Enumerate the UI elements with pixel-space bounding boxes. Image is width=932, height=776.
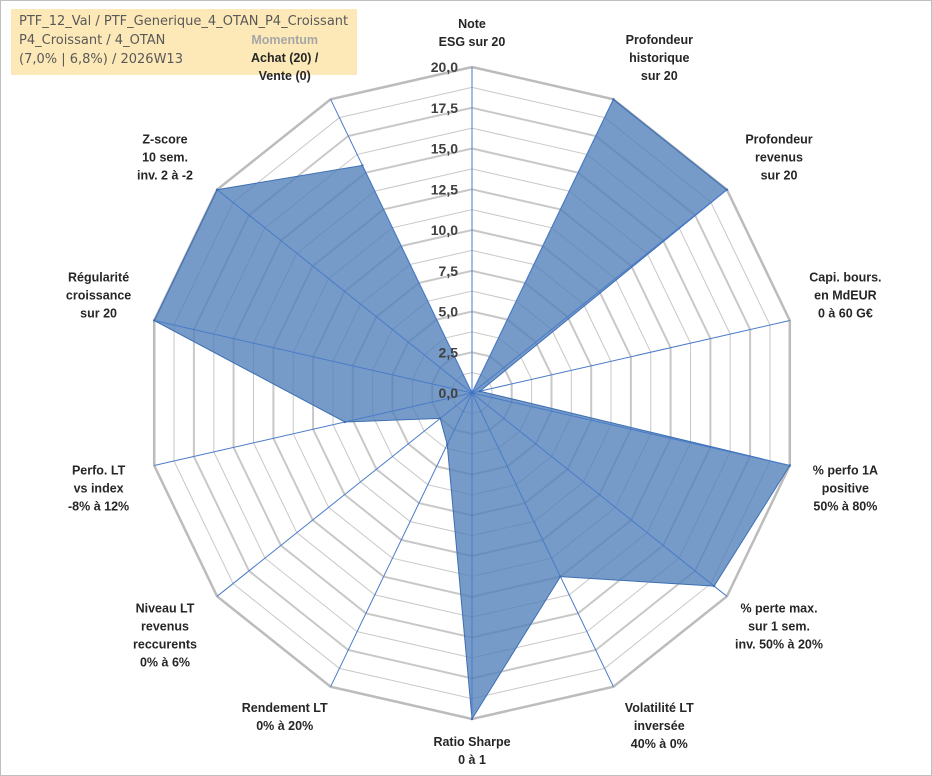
axis-label: Capi. bours. en MdEUR 0 à 60 G€ bbox=[809, 271, 881, 321]
axis-label-line: positive bbox=[822, 482, 869, 496]
axis-label-line: Profondeur bbox=[626, 33, 693, 47]
axis-label-line: reccurents bbox=[133, 638, 197, 652]
tick-label: 2,5 bbox=[439, 344, 459, 360]
axis-label-line: 0% à 6% bbox=[140, 656, 190, 670]
axis-label: Momentum Achat (20) / Vente (0) bbox=[251, 33, 319, 83]
data-point bbox=[612, 98, 615, 101]
axis-label: Volatilité LT inversée 40% à 0% bbox=[625, 701, 694, 751]
data-point bbox=[343, 420, 347, 424]
axis-spoke bbox=[471, 392, 728, 597]
axis-label-line: sur 20 bbox=[80, 307, 117, 321]
data-point bbox=[470, 391, 474, 395]
data-point bbox=[470, 717, 474, 721]
axis-label-line: Z-score bbox=[142, 133, 187, 147]
axis-spoke bbox=[471, 99, 614, 394]
axis-spoke bbox=[216, 392, 473, 597]
portfolio-name: PTF_12_Val / PTF_Generique_4_OTAN_P4_Cro… bbox=[19, 14, 349, 29]
axis-label: Profondeur revenus sur 20 bbox=[745, 133, 812, 183]
axis-label-line: 40% à 0% bbox=[631, 737, 688, 751]
portfolio-profile: P4_Croissant / 4_OTAN bbox=[19, 33, 166, 48]
axis-spoke bbox=[471, 392, 614, 687]
axis-label-line: % perte max. bbox=[740, 602, 817, 616]
tick-label: 5,0 bbox=[439, 304, 459, 320]
axis-label-line: revenus bbox=[755, 151, 803, 165]
axis-label-line: historique bbox=[629, 51, 689, 65]
portfolio-info-box: PTF_12_Val / PTF_Generique_4_OTAN_P4_Cro… bbox=[11, 9, 357, 75]
data-point bbox=[478, 390, 482, 393]
axis-label-line: Profondeur bbox=[745, 133, 812, 147]
axis-label-line: revenus bbox=[141, 620, 189, 634]
axis-label: Ratio Sharpe 0 à 1 bbox=[433, 735, 510, 767]
axis-label-line: Rendement LT bbox=[242, 701, 328, 715]
axis-spoke bbox=[330, 99, 473, 394]
data-point bbox=[153, 319, 156, 322]
axis-spoke bbox=[471, 392, 790, 466]
axis-label-line: 50% à 80% bbox=[813, 500, 877, 514]
data-point bbox=[438, 417, 442, 420]
portfolio-performance-week: (7,0% | 6,8%) / 2026W13 bbox=[19, 52, 183, 67]
axis-label-line: % perfo 1A bbox=[813, 464, 878, 478]
tick-label: 20,0 bbox=[431, 59, 458, 75]
tick-label: 10,0 bbox=[431, 222, 458, 238]
tick-label: 0,0 bbox=[439, 385, 459, 401]
axis-label-line: -8% à 12% bbox=[68, 500, 129, 514]
axis-label: % perfo 1A positive 50% à 80% bbox=[813, 464, 878, 514]
axis-label-line: croissance bbox=[66, 289, 131, 303]
axis-label-line: 0 à 1 bbox=[458, 753, 486, 767]
axis-label-line: Capi. bours. bbox=[809, 271, 881, 285]
data-point bbox=[788, 464, 791, 467]
axis-spoke bbox=[154, 392, 473, 466]
axis-label: Perfo. LT vs index -8% à 12% bbox=[68, 464, 129, 514]
axis-label-line: 0% à 20% bbox=[256, 719, 313, 733]
axis-label: Régularité croissance sur 20 bbox=[66, 271, 131, 321]
axis-label: Rendement LT 0% à 20% bbox=[242, 701, 328, 733]
axis-spoke bbox=[471, 320, 790, 394]
tick-label: 17,5 bbox=[431, 100, 458, 116]
axis-label-line: Vente (0) bbox=[259, 69, 311, 83]
axis-label-line: Momentum bbox=[251, 33, 318, 47]
axis-spoke bbox=[471, 189, 728, 394]
data-point bbox=[712, 584, 716, 588]
axis-label-line: inversée bbox=[634, 719, 685, 733]
axis-label-line: inv. 50% à 20% bbox=[735, 638, 823, 652]
axis-label-line: Régularité bbox=[68, 271, 129, 285]
axis-label-line: Ratio Sharpe bbox=[433, 735, 510, 749]
axis-label-line: inv. 2 à -2 bbox=[137, 169, 193, 183]
axis-label-line: Note bbox=[458, 17, 486, 31]
axis-label: % perte max. sur 1 sem. inv. 50% à 20% bbox=[735, 602, 823, 652]
data-point bbox=[725, 188, 729, 191]
axis-spoke bbox=[216, 189, 473, 394]
axis-label-line: vs index bbox=[74, 482, 124, 496]
axis-spoke bbox=[154, 320, 473, 394]
tick-label: 15,0 bbox=[431, 141, 458, 157]
axis-label-line: ESG sur 20 bbox=[439, 35, 506, 49]
axis-label: Note ESG sur 20 bbox=[439, 17, 506, 49]
axis-label-line: Perfo. LT bbox=[72, 464, 126, 478]
axis-label: Niveau LT revenus reccurents 0% à 6% bbox=[133, 602, 197, 670]
axis-label-line: sur 1 sem. bbox=[748, 620, 810, 634]
axis-label-line: sur 20 bbox=[641, 69, 678, 83]
axis-label-line: en MdEUR bbox=[814, 289, 877, 303]
tick-label: 12,5 bbox=[431, 181, 458, 197]
data-point bbox=[215, 188, 219, 191]
axis-label: Z-score 10 sem. inv. 2 à -2 bbox=[137, 133, 193, 183]
axis-label-line: 0 à 60 G€ bbox=[818, 307, 873, 321]
axis-label-line: 10 sem. bbox=[142, 151, 188, 165]
axis-label-line: Achat (20) / bbox=[251, 51, 319, 65]
axis-label-line: Niveau LT bbox=[136, 602, 195, 616]
data-point bbox=[559, 575, 562, 578]
data-point bbox=[446, 443, 449, 446]
axis-spoke bbox=[330, 392, 473, 687]
axis-label-line: sur 20 bbox=[761, 169, 798, 183]
tick-label: 7,5 bbox=[439, 263, 459, 279]
axis-label-line: Volatilité LT bbox=[625, 701, 694, 715]
data-point bbox=[361, 164, 364, 167]
axis-label: Profondeur historique sur 20 bbox=[626, 33, 693, 83]
